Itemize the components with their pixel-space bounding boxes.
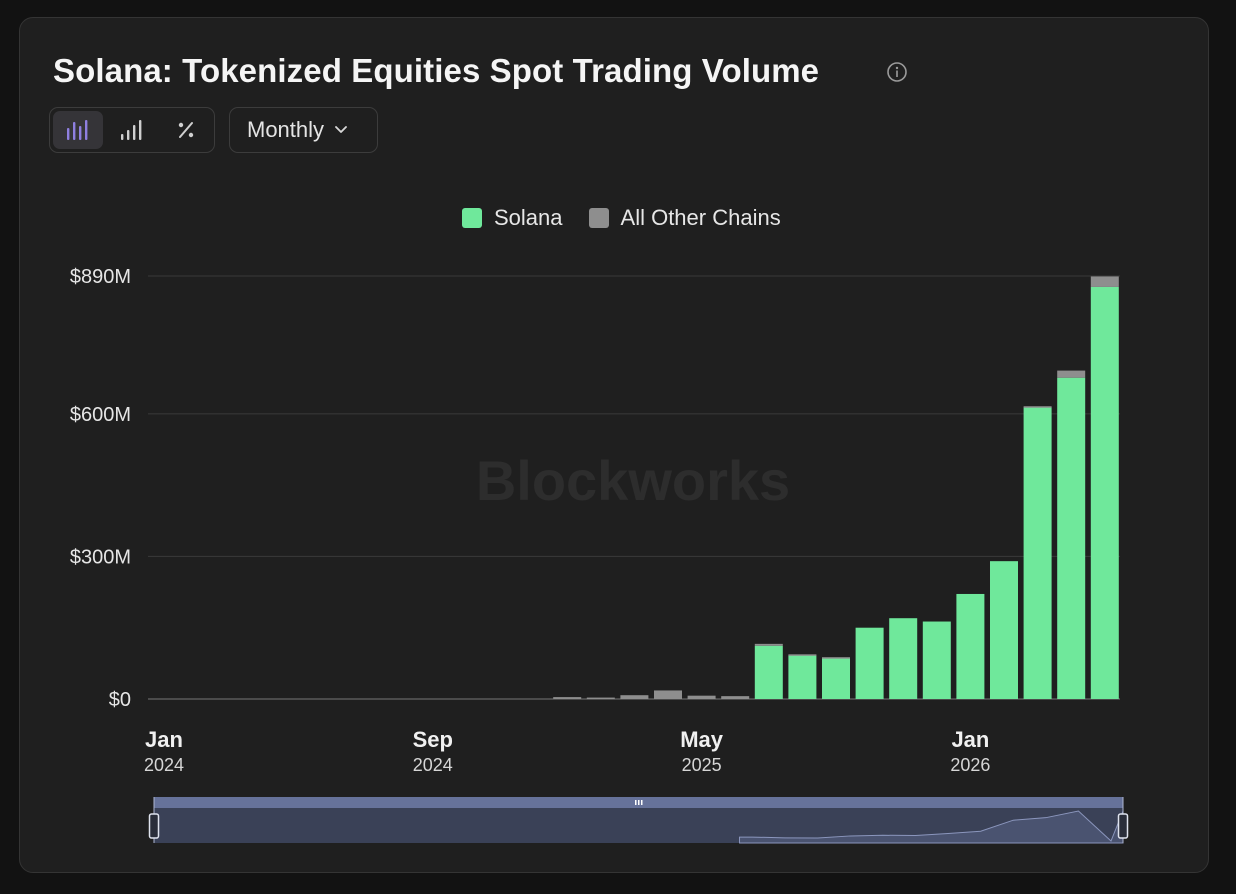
y-tick-label: $0 — [109, 689, 131, 711]
bar-solana-2025-11[interactable] — [889, 618, 918, 699]
bar-other-2026-04[interactable] — [1057, 370, 1086, 378]
legend-item-other-chains[interactable]: All Other Chains — [588, 205, 781, 231]
chevron-down-icon — [335, 126, 347, 133]
interval-dropdown[interactable]: Monthly — [229, 107, 378, 153]
interval-label: Monthly — [247, 117, 325, 142]
bar-other-2026-05[interactable] — [1090, 276, 1119, 287]
bar-solana-2025-12[interactable] — [922, 621, 951, 699]
x-tick-label: Jan — [145, 727, 183, 752]
x-tick-year: 2024 — [413, 755, 453, 775]
bar-solana-2026-04[interactable] — [1057, 377, 1086, 699]
legend-label-other-chains: All Other Chains — [620, 205, 781, 230]
right-handle[interactable] — [1117, 813, 1129, 839]
x-tick-year: 2025 — [682, 755, 722, 775]
bar-chart-ascending-icon — [121, 120, 142, 140]
bar-other-2025-05[interactable] — [687, 695, 716, 699]
bar-solana-2025-08[interactable] — [788, 655, 817, 699]
legend-item-solana[interactable]: Solana — [462, 205, 563, 231]
bar-other-2025-08[interactable] — [788, 654, 817, 656]
y-tick-label: $600M — [70, 404, 131, 426]
bar-solana-2026-03[interactable] — [1023, 407, 1052, 699]
grip-icon[interactable] — [635, 800, 643, 805]
bar-other-2025-06[interactable] — [721, 696, 750, 699]
percent-icon — [178, 122, 194, 138]
bar-other-2025-01[interactable] — [553, 697, 582, 699]
bar-other-2025-07[interactable] — [754, 643, 783, 646]
bar-other-2025-09[interactable] — [822, 657, 850, 659]
legend-swatch-solana — [462, 208, 482, 228]
bar-solana-2026-01[interactable] — [956, 593, 985, 699]
ascending-bar-button[interactable] — [107, 111, 157, 149]
bar-other-2026-03[interactable] — [1023, 406, 1052, 408]
bar-other-2025-03[interactable] — [620, 695, 649, 699]
x-tick-label: May — [680, 727, 724, 752]
legend-swatch-other-chains — [588, 208, 609, 228]
navigator-series — [739, 810, 1124, 844]
chart-legend: Solana All Other Chains — [462, 204, 781, 232]
percent-button[interactable] — [161, 111, 211, 149]
bar-solana-2025-09[interactable] — [822, 658, 850, 699]
watermark: Blockworks — [476, 449, 790, 512]
bar-other-2025-04[interactable] — [654, 690, 682, 699]
x-tick-label: Sep — [413, 727, 453, 752]
x-tick-label: Jan — [951, 727, 989, 752]
bar-solana-2026-05[interactable] — [1090, 286, 1119, 699]
bar-solana-2026-02[interactable] — [990, 561, 1018, 699]
left-handle[interactable] — [148, 813, 160, 839]
chart-card: Solana: Tokenized Equities Spot Trading … — [19, 17, 1209, 873]
y-tick-label: $890M — [70, 266, 131, 288]
bar-solana-2025-07[interactable] — [754, 645, 783, 699]
bar-solana-2025-10[interactable] — [855, 627, 884, 699]
x-tick-year: 2024 — [144, 755, 184, 775]
stacked-bar-button[interactable] — [53, 111, 103, 149]
bar-other-2025-02[interactable] — [586, 697, 615, 700]
chart-title: Solana: Tokenized Equities Spot Trading … — [53, 52, 820, 89]
bar-chart-stacked-icon — [67, 120, 88, 140]
y-tick-label: $300M — [70, 546, 131, 568]
x-tick-year: 2026 — [950, 755, 990, 775]
chart-type-toggle — [49, 107, 215, 153]
info-circle-icon[interactable] — [886, 61, 908, 83]
legend-label-solana: Solana — [494, 205, 563, 230]
